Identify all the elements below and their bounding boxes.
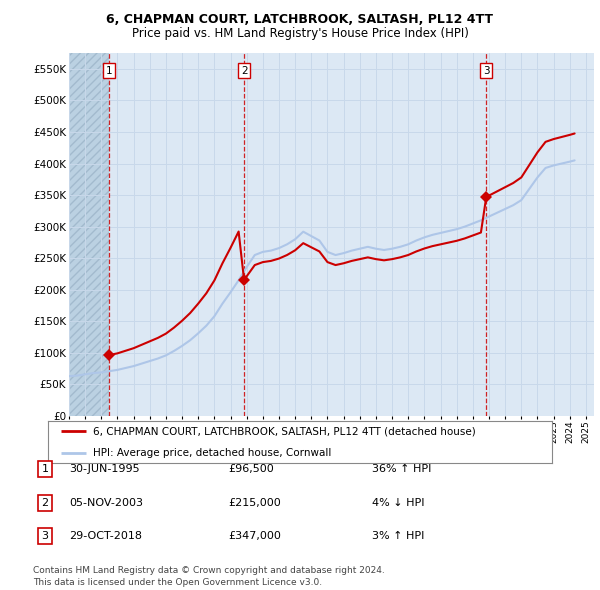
Text: 3: 3 xyxy=(41,532,49,541)
Text: £215,000: £215,000 xyxy=(228,498,281,507)
Text: Contains HM Land Registry data © Crown copyright and database right 2024.
This d: Contains HM Land Registry data © Crown c… xyxy=(33,566,385,587)
Text: 1: 1 xyxy=(41,464,49,474)
Bar xyxy=(69,53,109,416)
Text: 30-JUN-1995: 30-JUN-1995 xyxy=(69,464,140,474)
Text: 29-OCT-2018: 29-OCT-2018 xyxy=(69,532,142,541)
Text: 36% ↑ HPI: 36% ↑ HPI xyxy=(372,464,431,474)
Text: 2: 2 xyxy=(41,498,49,507)
Text: 05-NOV-2003: 05-NOV-2003 xyxy=(69,498,143,507)
Text: £347,000: £347,000 xyxy=(228,532,281,541)
Text: 1: 1 xyxy=(106,66,113,76)
Text: 4% ↓ HPI: 4% ↓ HPI xyxy=(372,498,425,507)
Text: 3: 3 xyxy=(483,66,490,76)
Text: 6, CHAPMAN COURT, LATCHBROOK, SALTASH, PL12 4TT (detached house): 6, CHAPMAN COURT, LATCHBROOK, SALTASH, P… xyxy=(94,427,476,436)
Text: HPI: Average price, detached house, Cornwall: HPI: Average price, detached house, Corn… xyxy=(94,448,332,457)
Text: 6, CHAPMAN COURT, LATCHBROOK, SALTASH, PL12 4TT: 6, CHAPMAN COURT, LATCHBROOK, SALTASH, P… xyxy=(107,13,493,26)
Text: Price paid vs. HM Land Registry's House Price Index (HPI): Price paid vs. HM Land Registry's House … xyxy=(131,27,469,40)
Text: 2: 2 xyxy=(241,66,247,76)
Text: £96,500: £96,500 xyxy=(228,464,274,474)
Text: 3% ↑ HPI: 3% ↑ HPI xyxy=(372,532,424,541)
